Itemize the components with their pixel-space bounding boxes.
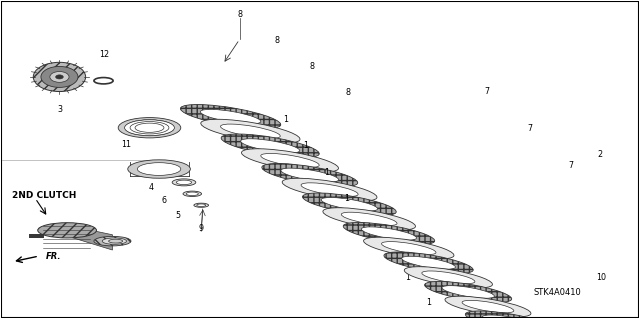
Text: 7: 7	[484, 87, 490, 96]
Ellipse shape	[281, 168, 339, 182]
Text: 11: 11	[122, 140, 131, 149]
Ellipse shape	[442, 286, 494, 298]
Ellipse shape	[183, 191, 202, 197]
Polygon shape	[67, 225, 113, 250]
Ellipse shape	[422, 271, 475, 284]
Ellipse shape	[424, 281, 512, 302]
Text: 1: 1	[284, 115, 289, 124]
Ellipse shape	[200, 109, 261, 124]
Ellipse shape	[404, 267, 492, 288]
Ellipse shape	[282, 178, 377, 201]
Text: 8: 8	[346, 88, 351, 97]
Text: 8: 8	[237, 10, 242, 19]
Text: 12: 12	[99, 49, 109, 59]
Ellipse shape	[384, 252, 473, 273]
Ellipse shape	[131, 122, 168, 134]
Text: 7: 7	[527, 124, 532, 133]
Ellipse shape	[172, 179, 196, 186]
Text: 3: 3	[57, 105, 62, 114]
Ellipse shape	[482, 315, 533, 319]
Ellipse shape	[364, 237, 454, 259]
Text: 2ND CLUTCH: 2ND CLUTCH	[12, 190, 76, 200]
Text: 9: 9	[198, 224, 204, 233]
Ellipse shape	[462, 300, 514, 313]
Ellipse shape	[180, 105, 281, 129]
Ellipse shape	[196, 204, 205, 206]
Ellipse shape	[109, 239, 123, 243]
Ellipse shape	[465, 311, 550, 319]
Text: 5: 5	[175, 211, 180, 220]
Ellipse shape	[221, 124, 280, 138]
Ellipse shape	[260, 153, 319, 167]
Ellipse shape	[38, 223, 97, 238]
Text: 1: 1	[344, 194, 349, 203]
Ellipse shape	[343, 222, 435, 245]
Text: 1: 1	[406, 273, 411, 282]
Text: 1: 1	[303, 141, 308, 150]
Ellipse shape	[138, 163, 180, 175]
Ellipse shape	[341, 212, 397, 226]
Text: STK4A0410: STK4A0410	[534, 288, 582, 297]
Ellipse shape	[241, 139, 300, 153]
Ellipse shape	[262, 164, 358, 187]
Ellipse shape	[102, 238, 127, 244]
Ellipse shape	[56, 75, 63, 79]
Ellipse shape	[186, 192, 198, 196]
Ellipse shape	[128, 160, 190, 178]
Ellipse shape	[33, 62, 86, 92]
Text: 1: 1	[426, 298, 431, 307]
Text: 8: 8	[310, 62, 315, 71]
Ellipse shape	[201, 119, 300, 143]
Ellipse shape	[445, 296, 531, 317]
Ellipse shape	[381, 241, 436, 255]
Ellipse shape	[303, 193, 396, 216]
Text: 4: 4	[148, 183, 153, 192]
Ellipse shape	[323, 208, 415, 230]
Ellipse shape	[362, 227, 417, 240]
Text: 1: 1	[365, 220, 370, 229]
Ellipse shape	[125, 120, 174, 136]
Ellipse shape	[194, 203, 209, 207]
Text: 8: 8	[274, 36, 279, 45]
Ellipse shape	[221, 134, 319, 158]
Text: 1: 1	[324, 168, 329, 177]
Ellipse shape	[176, 180, 191, 185]
Text: 10: 10	[596, 273, 606, 282]
Ellipse shape	[301, 183, 358, 197]
Text: 1: 1	[385, 247, 390, 256]
Text: 2: 2	[597, 150, 602, 159]
Ellipse shape	[135, 123, 164, 132]
Ellipse shape	[94, 236, 131, 246]
Ellipse shape	[125, 120, 174, 136]
Ellipse shape	[130, 122, 169, 134]
Ellipse shape	[118, 118, 180, 138]
Ellipse shape	[41, 66, 78, 87]
Ellipse shape	[50, 71, 69, 82]
Text: FR.: FR.	[45, 252, 61, 261]
Ellipse shape	[321, 197, 378, 211]
Text: 7: 7	[568, 161, 573, 170]
Ellipse shape	[402, 256, 456, 269]
Ellipse shape	[241, 149, 339, 172]
Text: 6: 6	[162, 196, 166, 205]
